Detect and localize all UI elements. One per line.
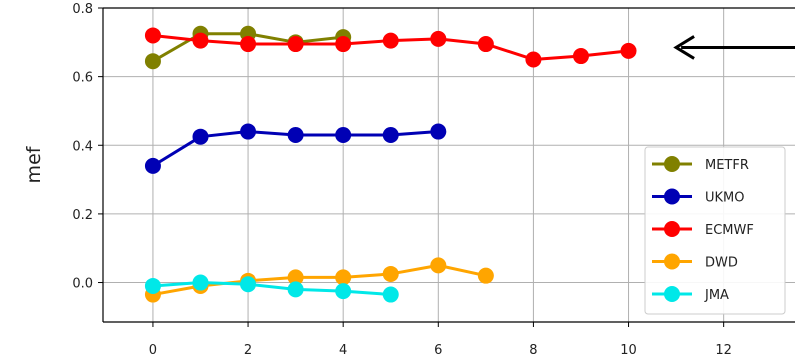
axes: 0 2 4 6 8 10 12 0.0 0.2 0.4 0.6 0.8 mef [23, 2, 795, 358]
legend: METFR UKMO ECMWF DWD JMA [644, 146, 786, 315]
x-tick-label: 12 [715, 343, 732, 358]
data-point [477, 36, 494, 53]
data-point [572, 48, 589, 65]
y-tick-label: 0.2 [72, 208, 93, 223]
data-point [144, 53, 161, 70]
x-tick-label: 10 [620, 343, 637, 358]
data-point [382, 32, 399, 49]
data-point [144, 27, 161, 44]
data-point [382, 286, 399, 303]
data-point [144, 157, 161, 174]
x-tick-label: 4 [339, 343, 347, 358]
data-point [240, 123, 257, 140]
data-point [287, 126, 304, 143]
data-point [335, 36, 352, 53]
y-tick-label: 0.0 [72, 277, 93, 292]
legend-label: DWD [705, 256, 738, 271]
y-tick-label: 0.4 [72, 139, 93, 154]
data-point [192, 274, 209, 291]
legend-marker [664, 286, 680, 302]
data-point [240, 276, 257, 293]
arrow-head [673, 35, 695, 60]
series-ukmo [144, 123, 447, 174]
legend-marker [664, 253, 680, 270]
legend-entry-ukmo: UKMO [652, 188, 745, 206]
data-point [335, 269, 352, 286]
annotations [673, 35, 795, 60]
data-point [335, 126, 352, 143]
data-point [382, 265, 399, 282]
data-point [144, 277, 161, 294]
series-ecmwf [144, 27, 637, 68]
data-point [477, 267, 494, 284]
data-point [430, 30, 447, 47]
y-tick-label: 0.6 [72, 71, 93, 86]
data-point [382, 126, 399, 143]
x-tick-label: 0 [149, 343, 157, 358]
legend-label: JMA [704, 288, 729, 303]
legend-marker [664, 156, 680, 172]
legend-label: ECMWF [705, 223, 754, 238]
y-tick-label: 0.8 [72, 2, 93, 17]
data-point [287, 269, 304, 286]
legend-entry-dwd: DWD [652, 253, 738, 271]
legend-label: METFR [705, 158, 749, 173]
x-tick-label: 6 [434, 343, 442, 358]
legend-label: UKMO [705, 191, 745, 206]
legend-entry-jma: JMA [652, 286, 729, 303]
series-jma [144, 274, 399, 303]
legend-entry-metfr: METFR [652, 156, 749, 173]
series-layer [144, 25, 637, 303]
data-point [525, 51, 542, 68]
y-axis-label: mef [23, 145, 45, 183]
data-point [620, 42, 637, 59]
legend-box [644, 146, 786, 315]
data-point [287, 36, 304, 53]
data-point [287, 281, 304, 298]
x-tick-label: 2 [244, 343, 252, 358]
legend-marker [664, 188, 680, 205]
x-tick-label: 8 [529, 343, 537, 358]
data-point [240, 36, 257, 53]
data-point [192, 32, 209, 49]
data-point [430, 257, 447, 274]
legend-entry-ecmwf: ECMWF [652, 221, 754, 238]
data-point [335, 283, 352, 300]
data-point [430, 123, 447, 140]
data-point [192, 128, 209, 145]
legend-marker [664, 221, 680, 237]
